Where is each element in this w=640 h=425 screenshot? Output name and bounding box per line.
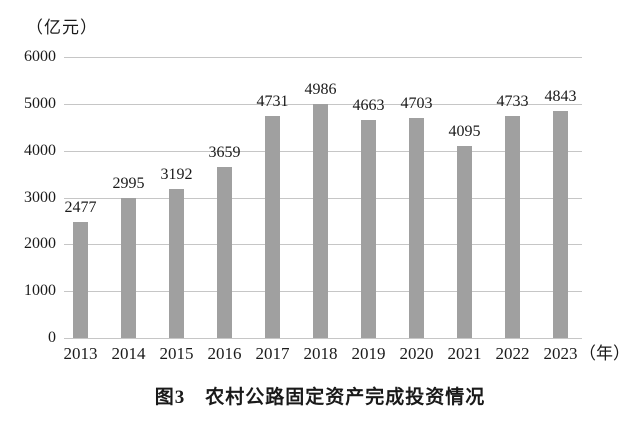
bar-value-label: 4731 bbox=[256, 93, 289, 111]
bar bbox=[409, 117, 424, 338]
x-tick-label: 2020 bbox=[399, 344, 434, 363]
y-tick-label: 6000 bbox=[24, 48, 56, 65]
x-tick-label: 2014 bbox=[111, 344, 146, 363]
x-axis-unit-label: （年） bbox=[579, 344, 630, 363]
y-tick-label: 2000 bbox=[24, 235, 56, 252]
bar-value-label: 4703 bbox=[400, 94, 433, 112]
bar bbox=[457, 146, 472, 338]
y-axis-unit-label: （亿元） bbox=[26, 18, 98, 37]
y-tick-label: 3000 bbox=[24, 189, 56, 206]
y-tick-label: 5000 bbox=[24, 95, 56, 112]
bar-value-label: 4986 bbox=[304, 81, 337, 99]
bar-value-label: 4095 bbox=[448, 123, 481, 141]
x-tick-label: 2018 bbox=[303, 344, 338, 363]
bar bbox=[553, 111, 568, 338]
x-tick-label: 2013 bbox=[63, 344, 98, 363]
bar bbox=[121, 197, 136, 338]
y-tick-label: 4000 bbox=[24, 142, 56, 159]
gridline bbox=[64, 57, 582, 58]
x-tick-label: 2022 bbox=[495, 344, 530, 363]
bar bbox=[313, 104, 328, 338]
bar bbox=[73, 221, 88, 338]
bar-value-label: 3659 bbox=[208, 143, 241, 161]
y-tick-label: 1000 bbox=[24, 282, 56, 299]
bar bbox=[169, 188, 184, 338]
x-tick-label: 2021 bbox=[447, 344, 482, 363]
bar-value-label: 4733 bbox=[496, 93, 529, 111]
bar bbox=[265, 116, 280, 338]
bar-value-label: 2995 bbox=[112, 174, 145, 192]
x-tick-label: 2023 bbox=[543, 344, 578, 363]
bar bbox=[361, 119, 376, 338]
x-tick-label: 2015 bbox=[159, 344, 194, 363]
x-tick-label: 2019 bbox=[351, 344, 386, 363]
x-tick-label: 2017 bbox=[255, 344, 290, 363]
gridline bbox=[64, 338, 582, 339]
bar-value-label: 4843 bbox=[544, 88, 577, 106]
y-tick-label: 0 bbox=[48, 329, 56, 346]
bar-value-label: 4663 bbox=[352, 96, 385, 114]
bar bbox=[217, 166, 232, 338]
bar-value-label: 2477 bbox=[64, 198, 97, 216]
x-tick-label: 2016 bbox=[207, 344, 242, 363]
bar-value-label: 3192 bbox=[160, 165, 193, 183]
bar bbox=[505, 116, 520, 338]
chart-title: 图3 农村公路固定资产完成投资情况 bbox=[154, 387, 486, 408]
